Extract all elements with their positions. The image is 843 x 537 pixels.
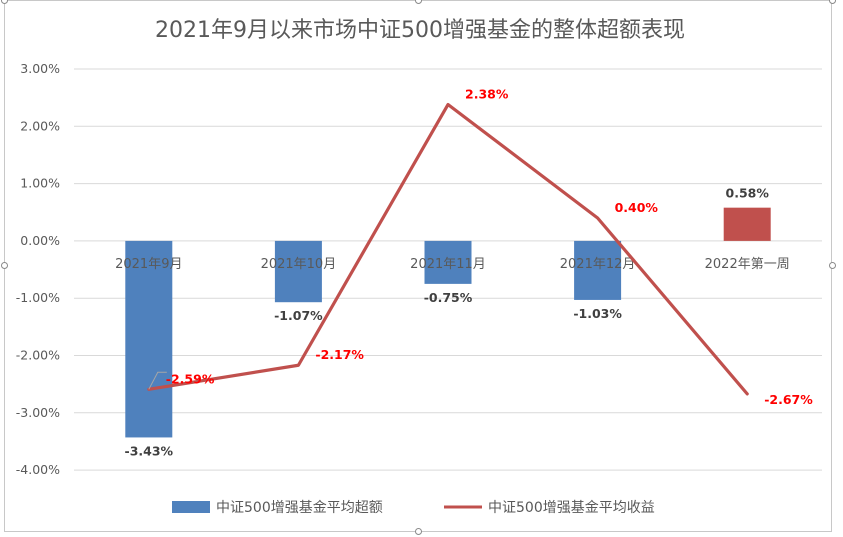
data-labels: -3.43% -1.07% -0.75% -1.03% 0.58% -2.59% -2.17…	[125, 87, 814, 459]
x-category-label: 2021年12月	[560, 257, 636, 272]
line-data-label: -2.17%	[315, 347, 364, 362]
line-data-label: -2.67%	[764, 392, 813, 407]
y-tick-label: -3.00%	[16, 405, 60, 420]
legend: 中证500增强基金平均超额 中证500增强基金平均收益	[172, 499, 655, 516]
resize-handle-bottom-mid[interactable]	[415, 528, 422, 535]
resize-handle-mid-right[interactable]	[829, 262, 836, 269]
legend-swatch-bar	[172, 501, 210, 513]
bar-data-label: -1.07%	[274, 308, 323, 323]
y-tick-label: 3.00%	[20, 61, 60, 76]
resize-handle-top-right[interactable]	[829, 0, 836, 4]
y-tick-label: -4.00%	[16, 462, 60, 477]
bar-data-label: -0.75%	[424, 290, 473, 305]
y-tick-label: 2.00%	[20, 118, 60, 133]
y-tick-label: 0.00%	[20, 233, 60, 248]
bar	[723, 207, 771, 241]
line-data-label: 0.40%	[615, 200, 659, 215]
line-path	[147, 102, 749, 396]
bar-series	[125, 207, 771, 438]
line-data-label: -2.59%	[166, 371, 215, 386]
resize-handle-mid-left[interactable]	[1, 262, 8, 269]
y-tick-label: -2.00%	[16, 348, 60, 363]
bar	[125, 240, 173, 438]
x-category-label: 2022年第一周	[705, 257, 790, 272]
bar	[574, 240, 622, 300]
y-tick-label: 1.00%	[20, 176, 60, 191]
y-axis-ticks: 3.00% 2.00% 1.00% 0.00% -1.00% -2.00% -3.00% -4…	[16, 61, 60, 477]
chart-title: 2021年9月以来市场中证500增强基金的整体超额表现	[155, 18, 685, 43]
bar-data-label: -1.03%	[573, 306, 622, 321]
gridlines	[74, 68, 822, 471]
x-category-label: 2021年10月	[261, 257, 337, 272]
leader-line	[148, 371, 167, 390]
x-category-label: 2021年9月	[115, 257, 182, 272]
bar-data-label: -3.43%	[125, 443, 174, 458]
x-category-label: 2021年11月	[410, 257, 486, 272]
resize-handle-top-left[interactable]	[1, 0, 8, 4]
legend-label-line: 中证500增强基金平均收益	[488, 499, 655, 516]
x-axis-categories: 2021年9月 2021年10月 2021年11月 2021年12月 2022年第一周	[115, 257, 790, 272]
line-data-label: 2.38%	[465, 87, 509, 102]
resize-handle-top-mid[interactable]	[415, 0, 422, 4]
bar-data-label: 0.58%	[726, 186, 770, 201]
line-series	[147, 102, 749, 396]
y-tick-label: -1.00%	[16, 290, 60, 305]
bar	[274, 240, 322, 303]
bar	[424, 240, 472, 284]
legend-label-bar: 中证500增强基金平均超额	[216, 499, 383, 516]
